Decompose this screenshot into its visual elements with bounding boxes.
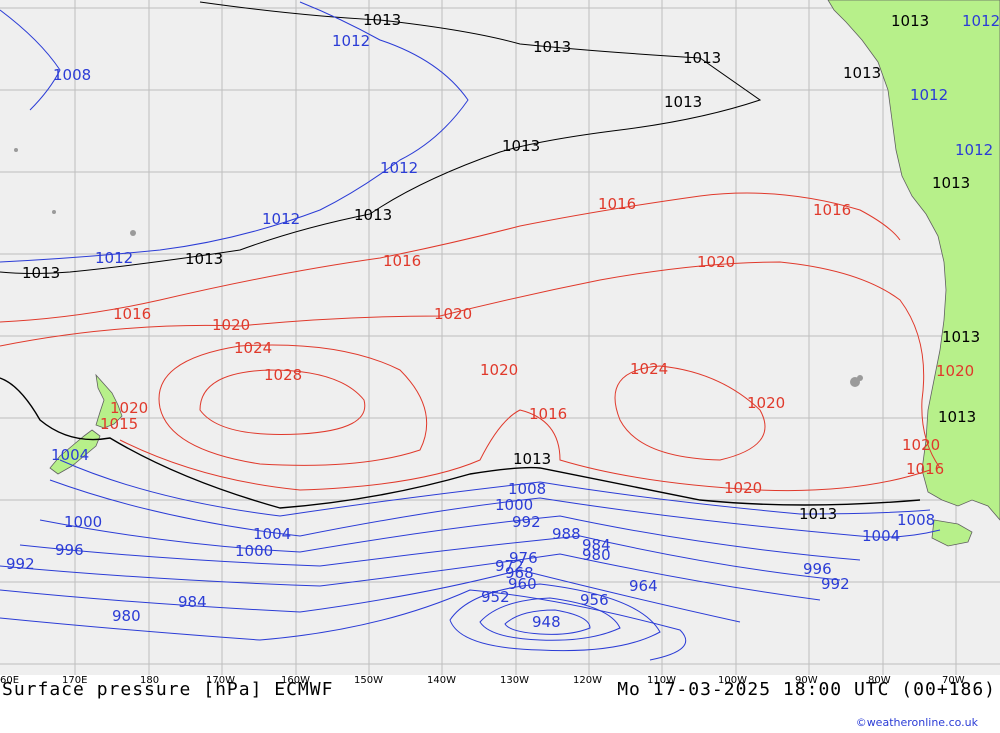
isobar-label: 1013	[843, 64, 882, 82]
isobar-label: 1020	[480, 361, 519, 379]
tierra-del-fuego	[931, 519, 973, 547]
isobar-label: 992	[6, 555, 35, 573]
longitude-label: 90W	[795, 675, 818, 686]
longitude-label: 140W	[427, 675, 456, 686]
isobar-label: 1013	[938, 408, 977, 426]
isobar-label: 1012	[262, 210, 301, 228]
map-title: Surface pressure [hPa] ECMWF	[2, 679, 334, 700]
map-canvas	[0, 0, 1000, 675]
isobar-label: 1013	[513, 450, 552, 468]
isobar-label: 960	[508, 575, 537, 593]
isobar-label: 1004	[253, 525, 292, 543]
isobar-label: 1008	[508, 480, 547, 498]
isobar-label: 996	[803, 560, 832, 578]
longitude-label: 110W	[647, 675, 676, 686]
isobar-label: 1028	[264, 366, 303, 384]
isobar-label: 1020	[936, 362, 975, 380]
isobar-label: 964	[629, 577, 658, 595]
south-america	[827, 0, 1000, 521]
isobar-label: 1020	[697, 253, 736, 271]
isobar-label: 1013	[185, 250, 224, 268]
isobar-label: 1015	[100, 415, 139, 433]
isobar-label: 1012	[332, 32, 371, 50]
isobar-label: 1020	[212, 316, 251, 334]
longitude-label: 130W	[500, 675, 529, 686]
isobar-label: 1008	[897, 511, 936, 529]
longitude-label: 170E	[62, 675, 88, 686]
isobar-label: 1012	[95, 249, 134, 267]
isobar-label: 1000	[495, 496, 534, 514]
isobar-label: 968	[505, 564, 534, 582]
isobar-label: 1016	[383, 252, 422, 270]
isobar-label: 1016	[598, 195, 637, 213]
isobar-label: 1024	[234, 339, 273, 357]
isobar-label: 956	[580, 591, 609, 609]
longitude-label: 180	[140, 675, 160, 686]
isobar-label: 992	[512, 513, 541, 531]
isobar-label: 1013	[799, 505, 838, 523]
isobar-label: 1012	[955, 141, 994, 159]
isobar-label: 1012	[962, 12, 1000, 30]
isobar-label: 976	[509, 549, 538, 567]
isobar-label: 1000	[64, 513, 103, 531]
longitude-label: 70W	[942, 675, 965, 686]
new-zealand-south	[49, 429, 101, 475]
longitude-label: 170W	[206, 675, 235, 686]
isobar-label: 1013	[533, 38, 572, 56]
isobar-label: 1020	[747, 394, 786, 412]
longitude-label: 80W	[868, 675, 891, 686]
isobar-label: 1000	[235, 542, 274, 560]
isobar-label: 1012	[380, 159, 419, 177]
longitude-label: 60E	[0, 675, 20, 686]
longitude-label: 160W	[281, 675, 310, 686]
isobar-label: 1013	[683, 49, 722, 67]
isobar-label: 1013	[942, 328, 981, 346]
isobar-label: 1016	[813, 201, 852, 219]
isobar-label: 980	[112, 607, 141, 625]
isobar-label: 1024	[630, 360, 669, 378]
isobar-label: 1013	[932, 174, 971, 192]
isobar-label: 952	[481, 588, 510, 606]
isobar-label: 1013	[363, 11, 402, 29]
isobar-label: 972	[495, 557, 524, 575]
isobar-label: 1013	[22, 264, 61, 282]
longitude-label: 150W	[354, 675, 383, 686]
credit-link[interactable]: ©weatheronline.co.uk	[855, 716, 978, 729]
map-footer: 60E 170E 180 170W 160W 150W 140W 130W 12…	[0, 675, 1000, 733]
isobar-label: 1008	[53, 66, 92, 84]
isobar-label: 1013	[502, 137, 541, 155]
isobar-label: 1004	[862, 527, 901, 545]
isobar-label: 980	[582, 546, 611, 564]
isobar-label: 1020	[434, 305, 473, 323]
pressure-map[interactable]: 1013 1013 1013 1013 1013 1013 1013 1013 …	[0, 0, 1000, 675]
isobar-label: 996	[55, 541, 84, 559]
isobar-label: 1012	[910, 86, 949, 104]
isobar-label: 984	[178, 593, 207, 611]
isobar-label: 1013	[664, 93, 703, 111]
isobar-label: 1016	[113, 305, 152, 323]
isobar-label: 948	[532, 613, 561, 631]
isobar-label: 992	[821, 575, 850, 593]
isobar-label: 984	[582, 536, 611, 554]
isobar-label: 1004	[51, 446, 90, 464]
isobar-label: 1020	[902, 436, 941, 454]
isobar-label: 988	[552, 525, 581, 543]
islands	[14, 148, 863, 387]
longitude-label: 120W	[573, 675, 602, 686]
valid-time: Mo 17-03-2025 18:00 UTC (00+186)	[617, 679, 996, 700]
isobar-label: 1020	[110, 399, 149, 417]
isobar-label: 1013	[354, 206, 393, 224]
isobars	[0, 1, 941, 661]
isobar-label: 1013	[891, 12, 930, 30]
isobar-label: 1016	[529, 405, 568, 423]
land-masses	[49, 0, 1000, 547]
new-zealand-north	[95, 373, 123, 429]
longitude-label: 100W	[718, 675, 747, 686]
isobar-label: 1020	[724, 479, 763, 497]
isobar-label: 1016	[906, 460, 945, 478]
